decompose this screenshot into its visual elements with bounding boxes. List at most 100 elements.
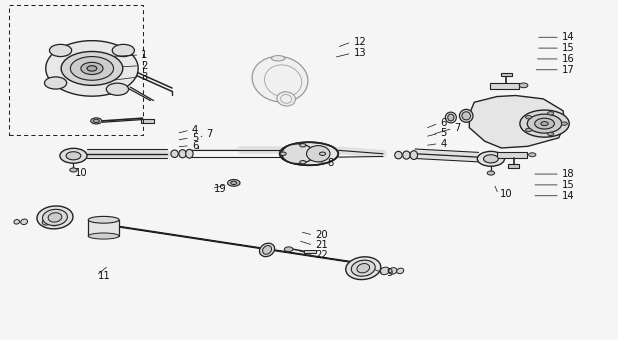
Ellipse shape	[320, 152, 326, 155]
Ellipse shape	[397, 268, 404, 274]
Circle shape	[535, 118, 554, 129]
Polygon shape	[110, 226, 358, 263]
Text: 12: 12	[353, 37, 366, 47]
Ellipse shape	[300, 160, 306, 164]
Text: 6: 6	[441, 118, 447, 128]
Ellipse shape	[351, 260, 375, 276]
Ellipse shape	[20, 219, 28, 225]
Text: 7: 7	[206, 130, 213, 139]
Text: 15: 15	[562, 180, 575, 190]
Circle shape	[525, 128, 531, 132]
Text: 9: 9	[386, 268, 392, 278]
Circle shape	[548, 112, 554, 115]
Ellipse shape	[43, 209, 67, 225]
Ellipse shape	[185, 149, 193, 158]
Circle shape	[87, 66, 97, 71]
Text: 22: 22	[315, 250, 328, 260]
Text: 11: 11	[98, 271, 111, 280]
Ellipse shape	[50, 218, 60, 226]
Bar	[497, 152, 527, 158]
Circle shape	[227, 180, 240, 186]
Ellipse shape	[380, 267, 389, 275]
Circle shape	[487, 171, 494, 175]
Circle shape	[284, 247, 293, 252]
Circle shape	[561, 122, 567, 125]
Circle shape	[93, 119, 99, 123]
Text: 17: 17	[562, 65, 575, 75]
Bar	[142, 119, 154, 123]
Ellipse shape	[252, 56, 308, 102]
Polygon shape	[469, 96, 565, 148]
Bar	[304, 250, 316, 253]
Text: 18: 18	[562, 169, 575, 179]
Text: 10: 10	[500, 189, 513, 199]
Circle shape	[112, 44, 135, 56]
Circle shape	[231, 181, 237, 185]
Ellipse shape	[410, 151, 418, 159]
Text: 6: 6	[192, 141, 198, 151]
Text: 2: 2	[142, 61, 148, 71]
Circle shape	[61, 51, 123, 85]
Ellipse shape	[260, 243, 274, 257]
Ellipse shape	[271, 55, 285, 61]
Circle shape	[548, 132, 554, 136]
Circle shape	[49, 44, 72, 56]
Text: 7: 7	[454, 123, 461, 133]
Ellipse shape	[280, 142, 338, 165]
Bar	[9, 5, 143, 135]
Circle shape	[70, 56, 114, 80]
Ellipse shape	[280, 152, 286, 155]
Text: 5: 5	[192, 133, 198, 143]
Text: 14: 14	[562, 32, 575, 42]
Ellipse shape	[14, 220, 20, 224]
Ellipse shape	[357, 264, 370, 273]
Circle shape	[106, 83, 129, 95]
Text: 20: 20	[315, 230, 328, 240]
Circle shape	[520, 110, 569, 137]
Circle shape	[477, 151, 504, 166]
Circle shape	[44, 77, 67, 89]
Ellipse shape	[88, 233, 119, 239]
Text: 4: 4	[441, 139, 447, 149]
Ellipse shape	[462, 112, 470, 120]
Ellipse shape	[171, 150, 178, 157]
Ellipse shape	[395, 151, 402, 159]
Ellipse shape	[179, 150, 186, 158]
Text: 10: 10	[75, 168, 87, 179]
Text: 13: 13	[353, 48, 366, 58]
Circle shape	[519, 83, 528, 88]
Circle shape	[60, 148, 87, 163]
Circle shape	[81, 62, 103, 74]
Text: 4: 4	[192, 125, 198, 135]
Ellipse shape	[37, 206, 73, 229]
Ellipse shape	[345, 257, 381, 279]
Text: 5: 5	[441, 129, 447, 138]
Ellipse shape	[300, 143, 306, 147]
Text: 8: 8	[328, 158, 334, 168]
Ellipse shape	[403, 151, 410, 159]
Circle shape	[70, 168, 77, 172]
Ellipse shape	[277, 92, 295, 106]
Ellipse shape	[389, 268, 397, 274]
Ellipse shape	[88, 216, 119, 223]
Ellipse shape	[459, 109, 473, 122]
Bar	[88, 220, 119, 236]
Bar	[489, 83, 519, 89]
Circle shape	[91, 118, 102, 124]
Ellipse shape	[447, 114, 454, 121]
Text: 15: 15	[562, 43, 575, 53]
Text: 16: 16	[562, 54, 575, 64]
Text: 14: 14	[562, 191, 575, 201]
Circle shape	[66, 152, 81, 160]
Bar	[501, 73, 512, 76]
Ellipse shape	[42, 219, 51, 225]
Circle shape	[527, 114, 562, 133]
Text: 1: 1	[142, 50, 148, 60]
Ellipse shape	[307, 146, 330, 162]
Polygon shape	[46, 41, 138, 96]
Text: 3: 3	[142, 72, 148, 82]
Bar	[508, 164, 519, 168]
Circle shape	[528, 153, 536, 157]
Text: 19: 19	[213, 184, 226, 193]
Ellipse shape	[48, 213, 62, 222]
